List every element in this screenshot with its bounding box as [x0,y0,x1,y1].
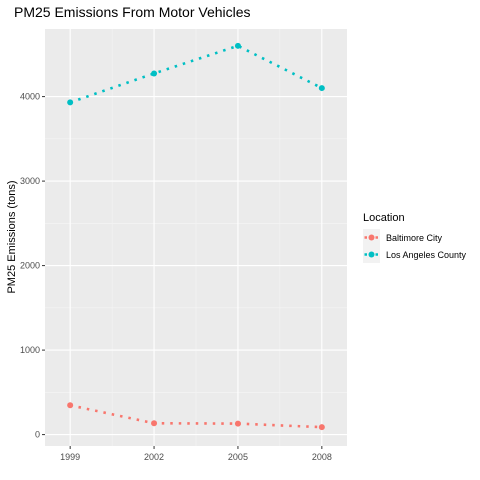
series-line-los-angeles-county [69,44,323,104]
data-point-los-angeles-county [318,85,325,92]
legend-key-point [368,251,375,258]
legend-key-point [368,234,375,241]
chart-title: PM25 Emissions From Motor Vehicles [14,4,251,20]
x-tick-label: 1999 [60,452,80,462]
y-tick-label: 4000 [20,92,40,102]
data-point-baltimore-city [234,420,241,427]
y-tick-label: 3000 [20,176,40,186]
data-point-baltimore-city [151,420,158,427]
data-point-los-angeles-county [234,42,241,49]
y-tick-label: 2000 [20,261,40,271]
x-tick-label: 2005 [228,452,248,462]
major-gridlines [45,29,347,446]
data-point-los-angeles-county [151,70,158,77]
data-point-los-angeles-county [67,99,74,106]
series-line-baltimore-city [69,404,322,429]
series-layer [67,42,325,431]
minor-gridlines [45,29,347,446]
data-point-baltimore-city [67,402,74,409]
y-tick-label: 0 [35,430,40,440]
x-tick-label: 2002 [144,452,164,462]
data-point-baltimore-city [318,424,325,431]
y-tick-label: 1000 [20,345,40,355]
x-axis: 1999 2002 2005 2008 [60,446,332,462]
legend-label-baltimore-city: Baltimore City [386,233,443,243]
legend: Location Baltimore City Los Angeles Count… [363,212,467,263]
x-tick-label: 2008 [312,452,332,462]
y-axis-title: PM25 Emissions (tons) [6,180,18,293]
legend-label-los-angeles-county: Los Angeles County [386,250,467,260]
y-axis: 0 1000 2000 3000 4000 [20,92,45,440]
legend-title: Location [363,212,405,224]
